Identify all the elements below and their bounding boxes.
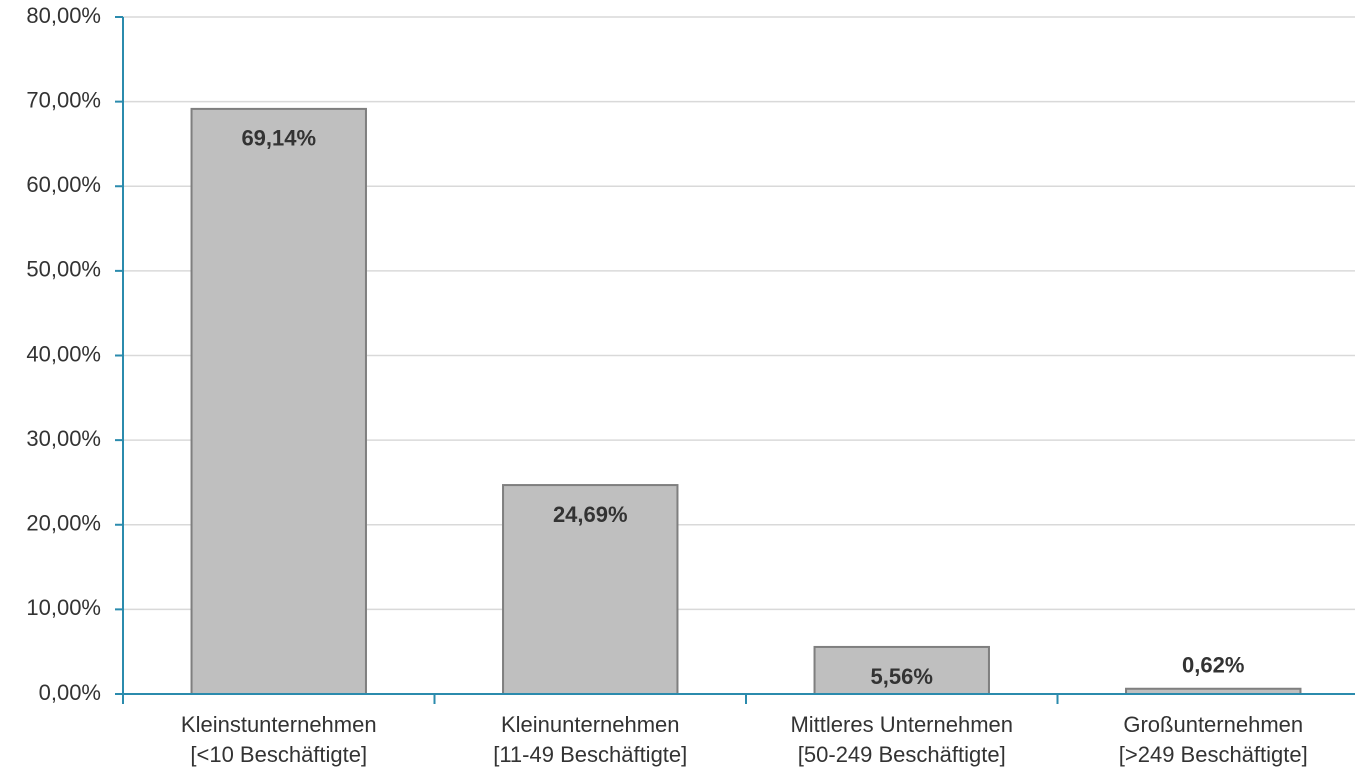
data-label: 0,62% — [1182, 653, 1244, 678]
x-tick-label: Großunternehmen [>249 Beschäftigte] — [1118, 712, 1308, 767]
y-tick-label: 60,00% — [26, 172, 101, 197]
bar — [190, 107, 367, 695]
y-tick-label: 10,00% — [26, 595, 101, 620]
bar — [502, 484, 679, 695]
y-tick-label: 50,00% — [26, 257, 101, 282]
data-label: 5,56% — [871, 664, 933, 689]
x-tick-label: Kleinunternehmen [11-49 Beschäftigte] — [493, 712, 688, 767]
y-tick-label: 20,00% — [26, 511, 101, 536]
y-tick-label: 40,00% — [26, 341, 101, 366]
y-tick-label: 0,00% — [39, 680, 101, 705]
x-tick-label: Mittleres Unternehmen [50-249 Beschäftig… — [790, 712, 1014, 767]
y-tick-label: 80,00% — [26, 3, 101, 28]
bar — [813, 645, 990, 695]
y-tick-label: 70,00% — [26, 87, 101, 112]
x-tick-label: Kleinstunternehmen [<10 Beschäftigte] — [180, 712, 377, 767]
y-tick-label: 30,00% — [26, 426, 101, 451]
data-label: 69,14% — [241, 126, 316, 151]
data-label: 24,69% — [553, 502, 628, 527]
